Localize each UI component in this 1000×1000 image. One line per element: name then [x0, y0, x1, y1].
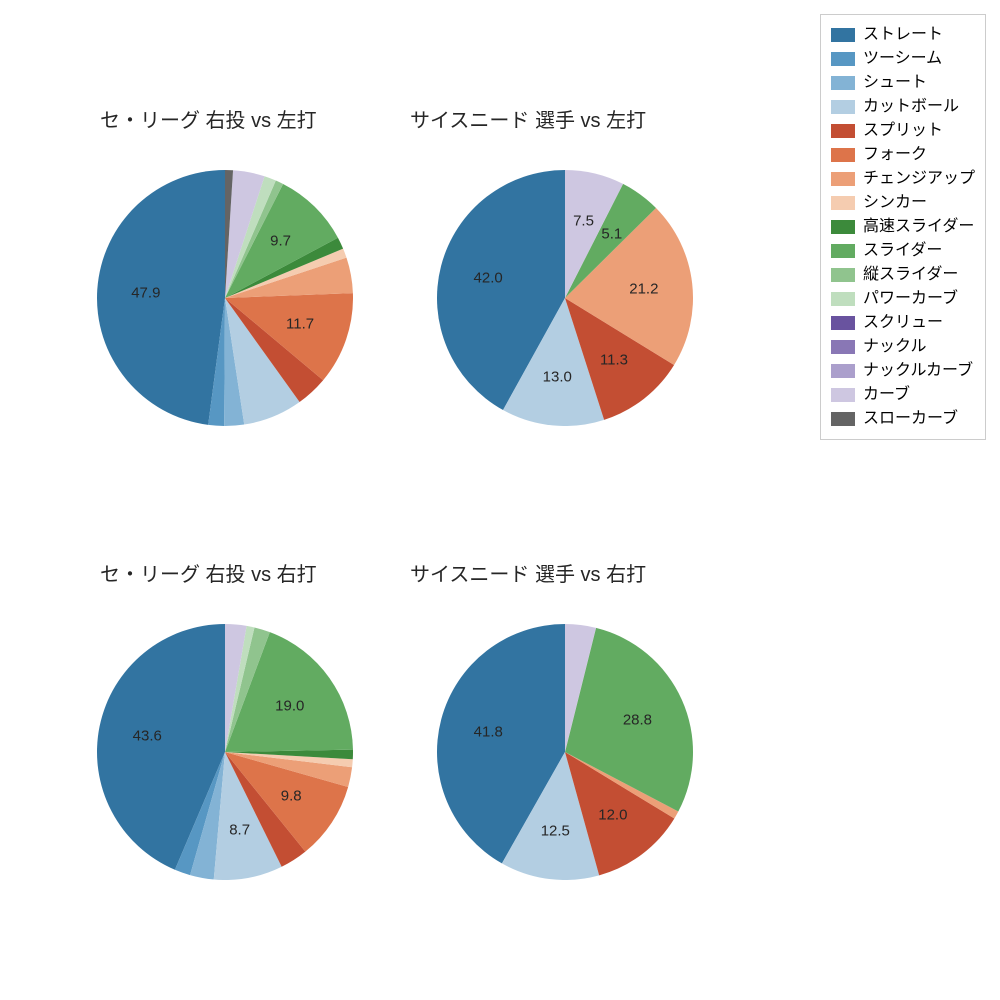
legend-label: チェンジアップ [863, 167, 975, 191]
legend-swatch [831, 292, 855, 306]
chart-title: サイスニード 選手 vs 右打 [410, 558, 646, 587]
legend-label: シンカー [863, 191, 927, 215]
legend-item: フォーク [831, 143, 975, 167]
pie-slice-label: 41.8 [474, 723, 503, 740]
legend-item: カットボール [831, 95, 975, 119]
legend-label: フォーク [863, 143, 927, 167]
legend-swatch [831, 100, 855, 114]
legend-label: カットボール [863, 95, 959, 119]
legend-item: シュート [831, 71, 975, 95]
legend-item: ナックル [831, 335, 975, 359]
legend-item: ツーシーム [831, 47, 975, 71]
legend-label: ナックルカーブ [863, 359, 973, 383]
legend-label: ストレート [863, 23, 943, 47]
chart-title: サイスニード 選手 vs 左打 [410, 104, 646, 133]
legend-label: ナックル [863, 335, 927, 359]
legend-item: スローカーブ [831, 407, 975, 431]
legend-item: スプリット [831, 119, 975, 143]
legend-swatch [831, 148, 855, 162]
legend-swatch [831, 220, 855, 234]
figure: 47.9 11.7 9.7 セ・リーグ 右投 vs 左打 42.0 13.0 11.3 21.… [0, 0, 1000, 1000]
pie-chart: 47.9 11.7 9.7 [97, 170, 353, 426]
legend: ストレートツーシームシュートカットボールスプリットフォークチェンジアップシンカー… [820, 14, 986, 440]
legend-label: パワーカーブ [863, 287, 958, 311]
legend-label: ツーシーム [863, 47, 942, 71]
legend-swatch [831, 124, 855, 138]
legend-swatch [831, 76, 855, 90]
legend-label: シュート [863, 71, 927, 95]
pie-slice-label: 43.6 [133, 728, 162, 745]
pie-slice-label: 11.3 [600, 352, 628, 369]
pie-slice-label: 7.5 [573, 212, 594, 229]
pie-slice-label: 8.7 [229, 822, 250, 839]
pie-chart: 42.0 13.0 11.3 21.2 5.1 7.5 [437, 170, 693, 426]
legend-label: 高速スライダー [863, 215, 974, 239]
chart-title: セ・リーグ 右投 vs 右打 [100, 558, 317, 587]
legend-swatch [831, 172, 855, 186]
legend-item: カーブ [831, 383, 975, 407]
legend-swatch [831, 412, 855, 426]
legend-item: スライダー [831, 239, 975, 263]
legend-label: スローカーブ [863, 407, 958, 431]
legend-swatch [831, 268, 855, 282]
legend-swatch [831, 52, 855, 66]
pie-slice-label: 47.9 [131, 284, 160, 301]
legend-swatch [831, 340, 855, 354]
pie-slice-label: 19.0 [275, 698, 304, 715]
pie-chart: 43.6 8.7 9.8 19.0 [97, 624, 353, 880]
pie-chart: 41.8 12.5 12.0 28.8 [437, 624, 693, 880]
legend-item: 高速スライダー [831, 215, 975, 239]
legend-item: ストレート [831, 23, 975, 47]
pie-slice-label: 11.7 [286, 315, 314, 332]
legend-swatch [831, 316, 855, 330]
pie-slice-label: 12.5 [541, 822, 570, 839]
legend-swatch [831, 244, 855, 258]
pie-slice-label: 21.2 [629, 280, 658, 297]
legend-label: カーブ [863, 383, 910, 407]
legend-item: スクリュー [831, 311, 975, 335]
chart-title: セ・リーグ 右投 vs 左打 [100, 104, 317, 133]
legend-label: 縦スライダー [863, 263, 958, 287]
pie-slice-label: 5.1 [601, 225, 622, 242]
legend-label: スプリット [863, 119, 943, 143]
pie-slice-label: 9.7 [270, 233, 291, 250]
legend-item: パワーカーブ [831, 287, 975, 311]
legend-swatch [831, 364, 855, 378]
legend-swatch [831, 388, 855, 402]
legend-swatch [831, 28, 855, 42]
pie-slice-label: 42.0 [474, 270, 503, 287]
legend-item: ナックルカーブ [831, 359, 975, 383]
pie-slice-label: 12.0 [598, 807, 627, 824]
pie-slice-label: 28.8 [623, 711, 652, 728]
legend-item: チェンジアップ [831, 167, 975, 191]
legend-item: シンカー [831, 191, 975, 215]
pie-slice-label: 13.0 [543, 368, 572, 385]
pie-slice-label: 9.8 [281, 787, 302, 804]
legend-item: 縦スライダー [831, 263, 975, 287]
pie-slice [97, 170, 225, 425]
legend-swatch [831, 196, 855, 210]
legend-label: スライダー [863, 239, 942, 263]
legend-label: スクリュー [863, 311, 943, 335]
